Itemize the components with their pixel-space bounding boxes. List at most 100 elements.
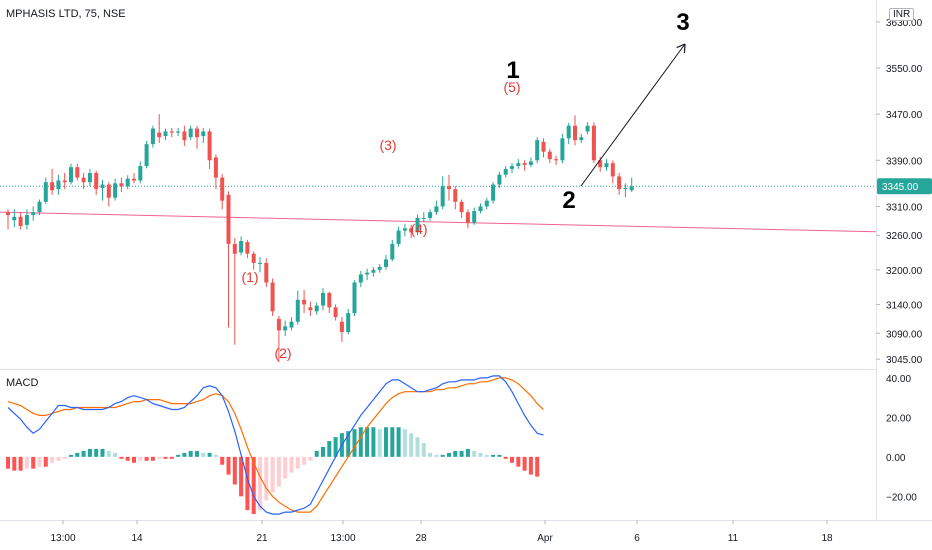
candle	[528, 157, 533, 168]
candle	[251, 251, 256, 270]
candle	[535, 137, 540, 164]
macd-histogram-bar	[384, 427, 388, 457]
candle-body	[629, 186, 634, 191]
candle-body	[182, 131, 187, 141]
candle-body	[56, 180, 61, 190]
candle	[327, 291, 332, 314]
macd-histogram-bar	[150, 456, 155, 461]
candle-body	[610, 163, 615, 177]
candle-body	[157, 132, 162, 138]
macd-histogram-bar	[62, 456, 67, 459]
candle	[308, 301, 313, 316]
candle	[270, 278, 275, 316]
macd-histogram-bar	[270, 456, 275, 493]
candle-body	[434, 206, 439, 213]
time-tick-label: 14	[131, 533, 143, 544]
candle-body	[132, 178, 136, 181]
candle	[132, 172, 136, 184]
candle-body	[409, 228, 414, 233]
macd-histogram-bar	[213, 454, 218, 457]
candle	[207, 128, 212, 169]
candle-body	[270, 282, 275, 312]
candle	[573, 115, 577, 146]
candle-body	[371, 269, 376, 273]
macd-histogram-bar	[283, 456, 288, 479]
candle-body	[573, 125, 577, 141]
macd-histogram-bar	[522, 456, 527, 471]
macd-histogram-bar	[396, 427, 401, 457]
macd-histogram-bar	[491, 454, 496, 457]
currency-badge[interactable]: INR	[889, 8, 915, 21]
time-tick-label: 6	[634, 533, 640, 544]
candle-body	[421, 217, 426, 219]
candle-body	[144, 144, 149, 167]
candle-body	[75, 167, 80, 178]
candle	[415, 214, 420, 236]
candle	[352, 280, 357, 316]
macd-line	[7, 375, 544, 515]
candle	[314, 302, 319, 315]
macd-histogram-bar	[251, 456, 256, 515]
candle	[541, 138, 546, 158]
candle	[138, 161, 143, 184]
candle	[100, 179, 105, 201]
candle-body	[207, 131, 212, 161]
candle-body	[346, 313, 351, 333]
candle	[24, 209, 29, 230]
time-tick-label: 11	[728, 533, 739, 544]
price-tick-label: 3200.00	[886, 266, 923, 277]
candle-body	[232, 243, 237, 254]
macd-histogram-bar	[81, 450, 86, 457]
candle	[365, 268, 370, 281]
candle	[43, 177, 48, 205]
candle	[50, 168, 55, 195]
candle-body	[472, 211, 477, 223]
candle	[421, 212, 426, 223]
macd-tick-label: −20.00	[886, 492, 917, 503]
macd-histogram-bar	[220, 456, 225, 465]
candle	[94, 170, 99, 195]
symbol-title[interactable]: MPHASIS LTD, 75, NSE	[6, 8, 126, 20]
candle	[604, 159, 609, 171]
macd-histogram-bar	[535, 456, 540, 477]
candle	[195, 125, 199, 149]
macd-histogram-bar	[516, 456, 521, 467]
time-tick-label: 21	[256, 533, 268, 544]
candle-body	[566, 125, 571, 139]
trendline-layer[interactable]	[0, 211, 877, 233]
candle	[295, 290, 300, 325]
candle-body	[81, 177, 86, 183]
macd-histogram-bar	[428, 452, 433, 457]
candle-body	[478, 206, 483, 212]
projection-arrow[interactable]	[580, 43, 686, 187]
macd-histogram-bar	[182, 452, 187, 457]
candle-body	[604, 163, 609, 168]
candle-body	[447, 186, 451, 190]
macd-histogram-bar	[352, 429, 357, 457]
wave-labels[interactable]: (1) (2) (3) (4) (5)1 2 3	[241, 9, 689, 361]
macd-histogram-bar	[37, 456, 42, 467]
candle	[497, 171, 502, 188]
macd-histogram-bar	[24, 456, 29, 469]
candle-body	[12, 216, 17, 221]
macd-histogram-bar	[465, 448, 470, 457]
candle	[176, 127, 181, 137]
candle	[150, 125, 155, 148]
candles-layer	[6, 114, 634, 363]
macd-histogram-bar	[226, 456, 231, 475]
candle-body	[24, 215, 29, 225]
candle	[484, 197, 489, 210]
candle-body	[522, 163, 527, 165]
candle-body	[113, 183, 118, 198]
candle	[163, 128, 168, 141]
macd-histogram-bar	[144, 456, 149, 461]
macd-label[interactable]: MACD	[6, 377, 39, 389]
price-tick-label: 3260.00	[886, 231, 923, 242]
macd-histogram-bar	[440, 454, 445, 457]
wave-label: 2	[562, 187, 575, 214]
candle-body	[617, 176, 622, 190]
candle	[213, 154, 218, 190]
macd-histogram-bar	[264, 456, 269, 501]
